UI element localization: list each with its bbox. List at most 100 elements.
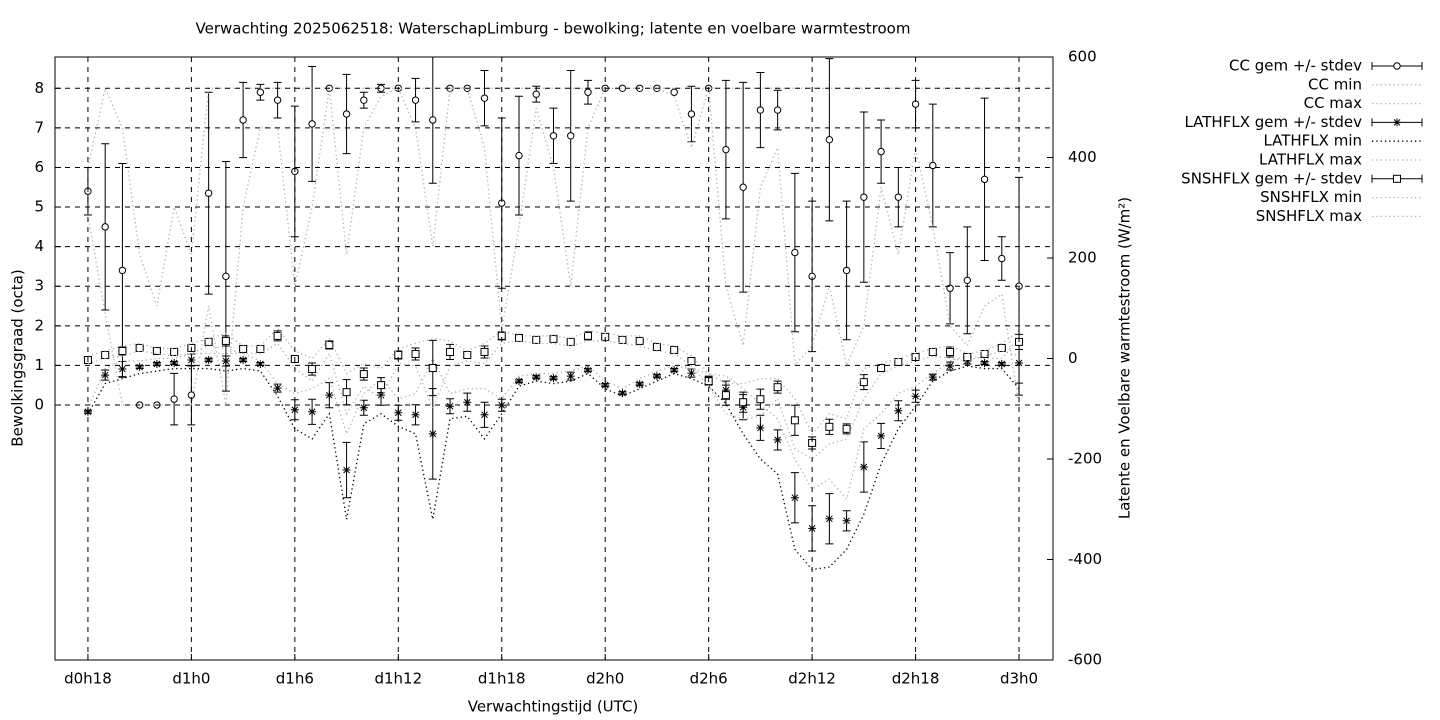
y-tick-label: 2 <box>34 316 44 334</box>
marker <box>739 183 747 191</box>
y-tick-label: 1 <box>34 356 44 374</box>
marker <box>946 347 955 356</box>
marker <box>101 223 109 231</box>
x-axis-title: Verwachtingstijd (UTC) <box>468 698 639 716</box>
marker <box>687 369 696 378</box>
marker <box>859 463 868 472</box>
marker <box>825 422 834 431</box>
marker <box>929 161 937 170</box>
marker <box>1393 174 1401 183</box>
marker <box>877 147 885 156</box>
marker <box>773 435 782 444</box>
marker <box>635 380 644 389</box>
marker <box>532 335 541 344</box>
marker <box>170 395 178 403</box>
marker <box>687 357 696 366</box>
y2-tick-label: -400 <box>1068 550 1102 568</box>
marker <box>135 343 144 352</box>
marker <box>359 370 368 379</box>
marker <box>998 254 1006 263</box>
marker <box>583 366 592 375</box>
marker <box>342 388 351 397</box>
marker <box>532 90 540 98</box>
marker <box>170 359 179 368</box>
marker <box>429 116 437 124</box>
y-tick-label: 3 <box>34 277 44 295</box>
marker <box>135 363 144 372</box>
marker <box>170 347 179 356</box>
marker <box>325 391 334 400</box>
marker <box>428 364 437 373</box>
marker <box>204 189 213 197</box>
range-line <box>87 86 1020 307</box>
marker <box>428 429 437 438</box>
marker <box>791 248 799 257</box>
marker <box>204 337 213 346</box>
legend-label: CC max <box>1304 94 1363 112</box>
marker <box>360 96 368 104</box>
legend-label: LATHFLX gem +/- stdev <box>1184 113 1362 131</box>
chart-title: Verwachting 2025062518: WaterschapLimbur… <box>196 20 911 38</box>
marker <box>308 407 317 416</box>
marker <box>635 336 644 345</box>
marker <box>514 377 523 386</box>
marker <box>963 276 972 285</box>
plot-area <box>83 57 1024 571</box>
marker <box>549 374 558 383</box>
marker <box>463 350 472 359</box>
marker <box>618 389 627 398</box>
marker <box>928 373 937 382</box>
marker <box>411 410 420 419</box>
marker <box>342 466 351 475</box>
marker <box>463 398 472 407</box>
y-tick-label: 5 <box>34 198 44 216</box>
x-tick-label: d2h0 <box>586 670 624 688</box>
legend-label: LATHFLX max <box>1259 151 1362 169</box>
marker <box>601 381 610 390</box>
marker <box>790 416 799 425</box>
marker <box>928 347 937 356</box>
marker <box>118 266 127 275</box>
marker <box>722 145 730 154</box>
marker <box>618 335 627 344</box>
marker <box>583 331 592 340</box>
legend-label: LATHFLX min <box>1263 132 1362 150</box>
marker <box>308 120 316 128</box>
marker <box>446 347 455 356</box>
x-tick-label: d1h18 <box>478 670 526 688</box>
marker <box>411 96 420 104</box>
y2-tick-label: 400 <box>1068 148 1097 166</box>
marker <box>842 266 851 275</box>
marker <box>773 383 782 392</box>
marker <box>566 337 575 346</box>
x-tick-label: d2h6 <box>690 670 728 688</box>
marker <box>825 514 834 523</box>
marker <box>377 391 386 400</box>
marker <box>514 333 523 342</box>
marker <box>446 402 455 411</box>
marker <box>877 431 886 440</box>
marker <box>549 132 558 140</box>
marker <box>273 96 282 104</box>
marker <box>1015 359 1024 368</box>
x-tick-label: d1h12 <box>374 670 422 688</box>
marker <box>790 493 799 502</box>
marker <box>497 401 506 410</box>
marker <box>687 110 696 118</box>
marker <box>1393 62 1401 70</box>
marker <box>963 352 972 361</box>
marker <box>894 406 903 415</box>
marker <box>997 360 1006 369</box>
marker <box>756 395 765 404</box>
marker <box>480 347 489 356</box>
marker <box>152 360 161 369</box>
marker <box>739 398 748 407</box>
marker <box>411 349 420 358</box>
y-tick-label: 0 <box>34 396 44 414</box>
marker <box>222 272 230 281</box>
marker <box>946 362 955 371</box>
marker <box>308 365 317 374</box>
y-tick-label: 6 <box>34 158 44 176</box>
legend-label: CC gem +/- stdev <box>1229 57 1362 75</box>
marker <box>480 410 489 419</box>
